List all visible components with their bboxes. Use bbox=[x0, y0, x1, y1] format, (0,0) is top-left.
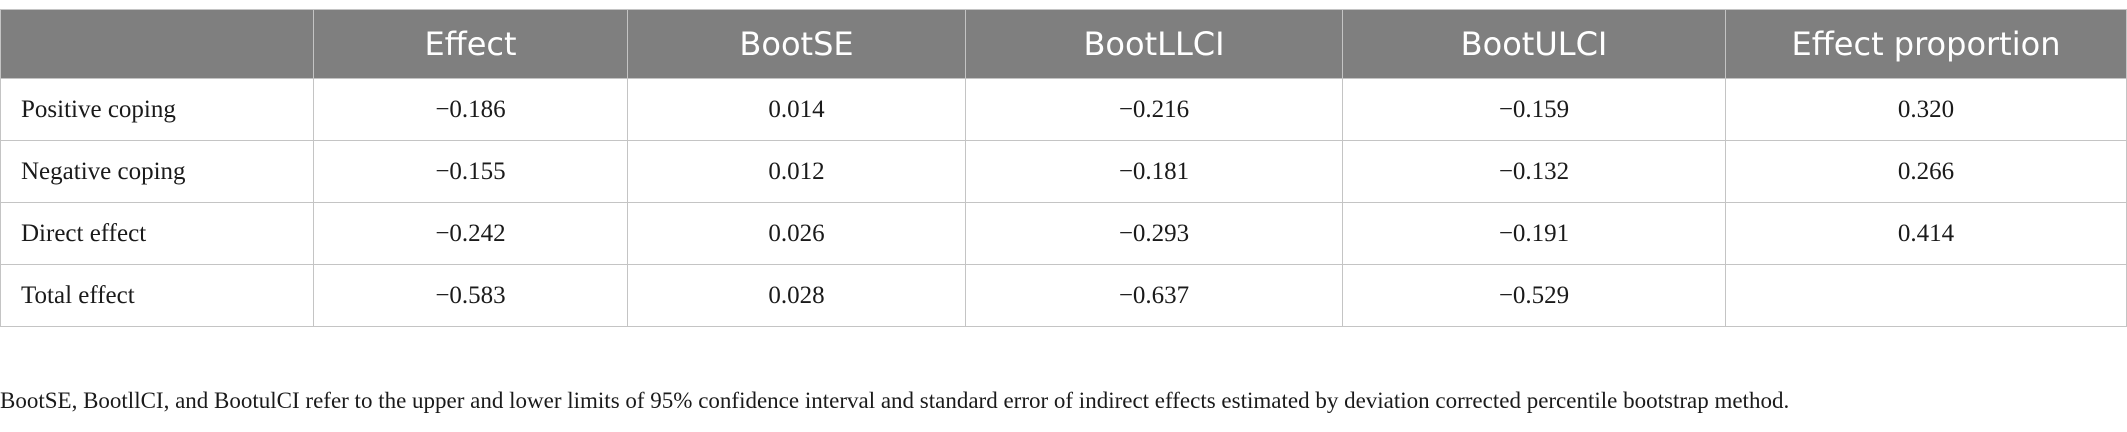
row-label: Total effect bbox=[0, 264, 314, 327]
column-header: BootULCI bbox=[1342, 9, 1726, 79]
results-table: Effect BootSE BootLLCI BootULCI Effect propo… bbox=[0, 9, 2127, 327]
table-cell: 0.028 bbox=[627, 264, 966, 327]
table-row: Negative coping −0.155 0.012 −0.181 −0.132 0.… bbox=[0, 140, 2127, 203]
column-header: BootLLCI bbox=[965, 9, 1343, 79]
table-cell: −0.155 bbox=[313, 140, 628, 203]
table-cell: −0.293 bbox=[965, 202, 1343, 265]
empty-cell bbox=[1725, 264, 2127, 327]
table-cell: −0.191 bbox=[1342, 202, 1726, 265]
column-header: Effect bbox=[313, 9, 628, 79]
row-label: Positive coping bbox=[0, 78, 314, 141]
table-cell: −0.637 bbox=[965, 264, 1343, 327]
table-cell: −0.529 bbox=[1342, 264, 1726, 327]
table-row: Total effect −0.583 0.028 −0.637 −0.529 bbox=[0, 264, 2127, 327]
table-cell: −0.242 bbox=[313, 202, 628, 265]
table-cell: 0.266 bbox=[1725, 140, 2127, 203]
table-cell: −0.216 bbox=[965, 78, 1343, 141]
table-cell: 0.014 bbox=[627, 78, 966, 141]
table-row: Positive coping −0.186 0.014 −0.216 −0.159 0.… bbox=[0, 78, 2127, 141]
column-header: Effect proportion bbox=[1725, 9, 2127, 79]
table-cell: −0.186 bbox=[313, 78, 628, 141]
corner-cell bbox=[0, 9, 314, 79]
column-header: BootSE bbox=[627, 9, 966, 79]
table-cell: 0.320 bbox=[1725, 78, 2127, 141]
table-cell: 0.414 bbox=[1725, 202, 2127, 265]
table-body: Positive coping −0.186 0.014 −0.216 −0.159 0.… bbox=[0, 78, 2127, 327]
header-row: Effect BootSE BootLLCI BootULCI Effect propo… bbox=[0, 9, 2127, 79]
table-cell: −0.583 bbox=[313, 264, 628, 327]
table-row: Direct effect −0.242 0.026 −0.293 −0.191 0.41… bbox=[0, 202, 2127, 265]
row-label: Direct effect bbox=[0, 202, 314, 265]
table-wrap: Effect BootSE BootLLCI BootULCI Effect propo… bbox=[0, 9, 2127, 327]
table-cell: −0.132 bbox=[1342, 140, 1726, 203]
row-label: Negative coping bbox=[0, 140, 314, 203]
table-cell: 0.012 bbox=[627, 140, 966, 203]
table-cell: −0.181 bbox=[965, 140, 1343, 203]
table-cell: −0.159 bbox=[1342, 78, 1726, 141]
footnote: BootSE, BootllCI, and BootulCI refer to … bbox=[0, 388, 1790, 413]
table-cell: 0.026 bbox=[627, 202, 966, 265]
